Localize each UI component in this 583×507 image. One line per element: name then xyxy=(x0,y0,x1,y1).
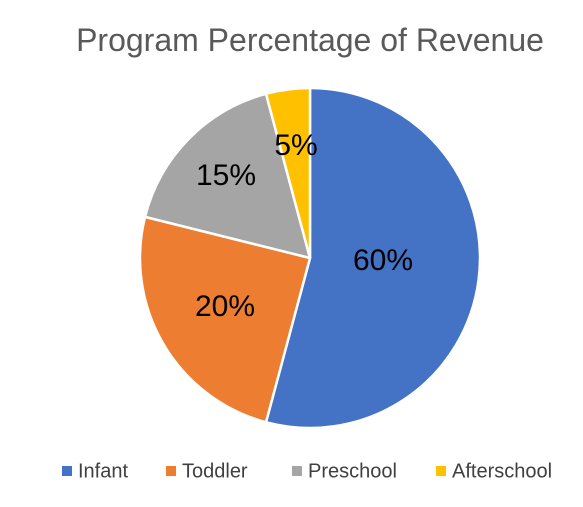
legend-item-infant: Infant xyxy=(62,460,128,482)
pie-slice-preschool xyxy=(143,92,312,260)
pie-slice-afterschool xyxy=(264,86,312,260)
legend-item-afterschool: Afterschool xyxy=(436,460,552,482)
slice-labels: 60% 20% 15% 5% xyxy=(195,129,413,323)
legend-swatch-infant xyxy=(62,466,72,476)
chart-title: Program Percentage of Revenue xyxy=(76,22,544,58)
legend-label-toddler: Toddler xyxy=(182,460,248,482)
legend-swatch-preschool xyxy=(292,466,302,476)
pie-slice-toddler xyxy=(138,215,312,424)
chart-legend: Infant Toddler Preschool Afterschool xyxy=(62,460,552,482)
legend-item-preschool: Preschool xyxy=(292,460,397,482)
data-label-toddler: 20% xyxy=(195,290,255,323)
pie-slice-infant xyxy=(264,86,482,430)
data-label-preschool: 15% xyxy=(196,159,256,192)
data-label-afterschool: 5% xyxy=(274,129,317,162)
legend-label-afterschool: Afterschool xyxy=(452,460,552,482)
legend-item-toddler: Toddler xyxy=(166,460,248,482)
legend-label-preschool: Preschool xyxy=(308,460,397,482)
data-label-infant: 60% xyxy=(353,244,413,277)
legend-label-infant: Infant xyxy=(78,460,128,482)
legend-swatch-toddler xyxy=(166,466,176,476)
pie-slices xyxy=(138,86,482,430)
legend-swatch-afterschool xyxy=(436,466,446,476)
